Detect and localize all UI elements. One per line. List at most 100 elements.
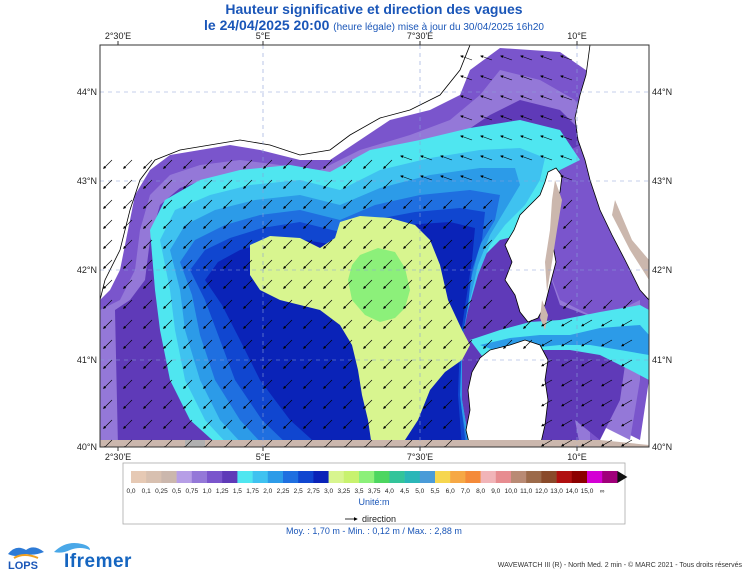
direction-arrow [500,95,513,101]
colorbar-unit: Unité:m [358,497,390,507]
direction-arrow [283,319,293,329]
direction-arrow [143,239,153,249]
direction-arrow [243,439,253,447]
direction-arrow [223,179,233,189]
direction-arrow [263,159,273,169]
direction-arrow [283,299,293,309]
direction-arrow [363,379,373,389]
direction-arrow [463,219,473,229]
colorbar-label: 5,0 [415,488,424,495]
direction-arrow [263,319,273,329]
direction-arrow [520,115,533,121]
direction-arrow [403,399,413,409]
direction-arrow [383,159,393,169]
colorbar-swatch [450,471,466,483]
colorbar: 0,0 0,1 0,25 0,5 0,75 1,0 1,25 1,5 1,75 2,0 2,25 2,… [126,471,628,495]
colorbar-label: 3,25 [337,488,350,495]
lat-tick-right-43: 43°N [652,176,672,186]
direction-arrow [363,419,373,429]
direction-legend-label: direction [362,514,397,524]
direction-arrow [541,379,553,387]
colorbar-label: 4,5 [400,488,409,495]
direction-arrow [343,439,353,447]
direction-arrow [223,159,233,169]
direction-arrow [323,379,333,389]
colorbar-swatch [146,471,162,483]
direction-arrow [143,159,153,169]
direction-arrow [561,379,573,387]
direction-arrow [123,299,133,309]
direction-arrow [403,359,413,369]
direction-arrow [583,299,593,309]
colorbar-label: 0,0 [126,488,135,495]
direction-arrow [503,319,513,329]
direction-arrow [203,279,213,289]
colorbar-label: 7,0 [461,488,470,495]
direction-arrow [303,399,313,409]
direction-arrow [223,279,233,289]
direction-arrow [623,299,633,309]
colorbar-overflow-arrow [617,471,628,483]
direction-arrow [363,359,373,369]
direction-arrow [243,219,253,229]
colorbar-label: 11,0 [520,488,533,495]
direction-arrow [520,55,533,61]
direction-arrow [283,279,293,289]
direction-arrow [303,359,313,369]
direction-arrow [423,319,433,329]
colorbar-swatch [571,471,588,483]
direction-arrow [303,219,313,229]
direction-arrow [103,439,113,447]
direction-arrow [203,439,213,447]
direction-arrow [460,155,473,161]
lat-tick-left-43: 43°N [77,176,97,186]
direction-arrow [343,279,353,289]
colorbar-swatch [283,471,299,483]
direction-arrow [103,379,113,389]
direction-arrow [363,439,373,447]
direction-arrow [163,219,173,229]
direction-arrow [123,179,133,189]
direction-arrow [403,419,413,429]
lon-tick-top-4: 10°E [567,31,587,41]
direction-arrow [143,199,153,209]
direction-arrow [203,419,213,429]
direction-arrow [500,55,513,61]
direction-arrow [343,299,353,309]
direction-arrow [323,259,333,269]
direction-arrow [423,359,433,369]
direction-arrow [540,75,553,81]
direction-arrow [400,155,413,161]
direction-arrow [303,439,313,447]
direction-arrow [323,359,333,369]
direction-arrow [500,135,513,141]
direction-arrow [183,259,193,269]
direction-arrow [103,219,113,229]
direction-arrow [463,259,473,269]
direction-arrow [420,175,433,181]
ifremer-logo-text: Ifremer [64,551,132,572]
direction-arrow [263,279,273,289]
direction-arrow [123,359,133,369]
direction-arrow [103,259,113,269]
direction-arrow [263,379,273,389]
direction-arrow [460,55,473,61]
direction-arrow [483,279,493,289]
colorbar-label: 0,5 [172,488,181,495]
direction-arrow [203,179,213,189]
direction-arrow [243,359,253,369]
colorbar-swatch [389,471,405,483]
direction-arrow [483,199,493,209]
sea-max-waves-zone [250,216,470,447]
direction-arrow [103,399,113,409]
subtitle-info: (heure légale) mise à jour du 30/04/2025… [333,22,544,33]
direction-arrow [263,299,273,309]
direction-arrow [163,439,173,447]
africa-coast [100,440,649,447]
colorbar-label: ∞ [600,488,605,495]
direction-arrow [383,379,393,389]
direction-arrow [143,419,153,429]
direction-arrow [561,419,573,427]
direction-arrow [443,259,453,269]
direction-arrow [263,399,273,409]
